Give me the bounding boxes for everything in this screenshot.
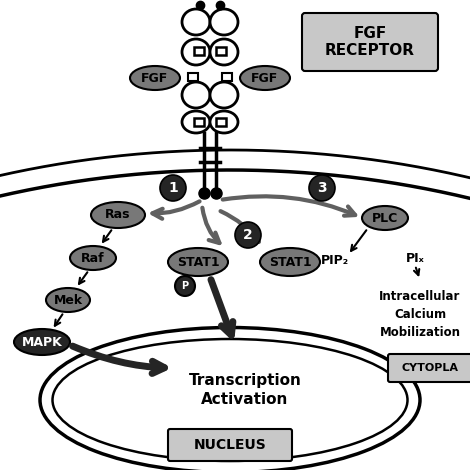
Text: PIP₂: PIP₂ bbox=[321, 253, 349, 266]
Text: FGF: FGF bbox=[141, 71, 169, 85]
Bar bbox=[216, 47, 226, 55]
Text: P: P bbox=[181, 281, 188, 291]
Ellipse shape bbox=[40, 328, 420, 470]
Text: FGF: FGF bbox=[251, 71, 279, 85]
Ellipse shape bbox=[260, 248, 320, 276]
Bar bbox=[216, 118, 226, 126]
Ellipse shape bbox=[210, 82, 238, 108]
Text: Mek: Mek bbox=[54, 293, 83, 306]
Text: CYTOPLA: CYTOPLA bbox=[401, 363, 459, 373]
Text: STAT1: STAT1 bbox=[177, 256, 219, 268]
Text: Intracellular
Calcium
Mobilization: Intracellular Calcium Mobilization bbox=[379, 290, 461, 339]
Text: NUCLEUS: NUCLEUS bbox=[194, 438, 266, 452]
FancyBboxPatch shape bbox=[302, 13, 438, 71]
Ellipse shape bbox=[53, 339, 407, 461]
Ellipse shape bbox=[210, 39, 238, 65]
Ellipse shape bbox=[210, 9, 238, 35]
Text: Ras: Ras bbox=[105, 209, 131, 221]
Ellipse shape bbox=[175, 276, 195, 296]
Ellipse shape bbox=[182, 111, 210, 133]
Ellipse shape bbox=[46, 288, 90, 312]
Text: PIₓ: PIₓ bbox=[406, 251, 424, 265]
Ellipse shape bbox=[240, 66, 290, 90]
Ellipse shape bbox=[130, 66, 180, 90]
Text: 1: 1 bbox=[168, 181, 178, 195]
Ellipse shape bbox=[210, 111, 238, 133]
Ellipse shape bbox=[182, 9, 210, 35]
Bar bbox=[188, 73, 198, 81]
Text: MAPK: MAPK bbox=[22, 336, 63, 348]
Ellipse shape bbox=[362, 206, 408, 230]
Ellipse shape bbox=[160, 175, 186, 201]
Text: STAT1: STAT1 bbox=[269, 256, 311, 268]
Text: 3: 3 bbox=[317, 181, 327, 195]
Ellipse shape bbox=[70, 246, 116, 270]
Ellipse shape bbox=[168, 248, 228, 276]
Text: Raf: Raf bbox=[81, 251, 105, 265]
Text: FGF
RECEPTOR: FGF RECEPTOR bbox=[325, 26, 415, 58]
Bar bbox=[194, 118, 204, 126]
Ellipse shape bbox=[91, 202, 145, 228]
Ellipse shape bbox=[14, 329, 70, 355]
Bar bbox=[194, 47, 204, 55]
FancyBboxPatch shape bbox=[388, 354, 470, 382]
Bar bbox=[222, 73, 232, 81]
Ellipse shape bbox=[182, 39, 210, 65]
FancyBboxPatch shape bbox=[168, 429, 292, 461]
Ellipse shape bbox=[182, 82, 210, 108]
Text: 2: 2 bbox=[243, 228, 253, 242]
Ellipse shape bbox=[235, 222, 261, 248]
Text: Transcription
Activation: Transcription Activation bbox=[188, 373, 301, 407]
Text: PLC: PLC bbox=[372, 212, 398, 225]
Ellipse shape bbox=[309, 175, 335, 201]
